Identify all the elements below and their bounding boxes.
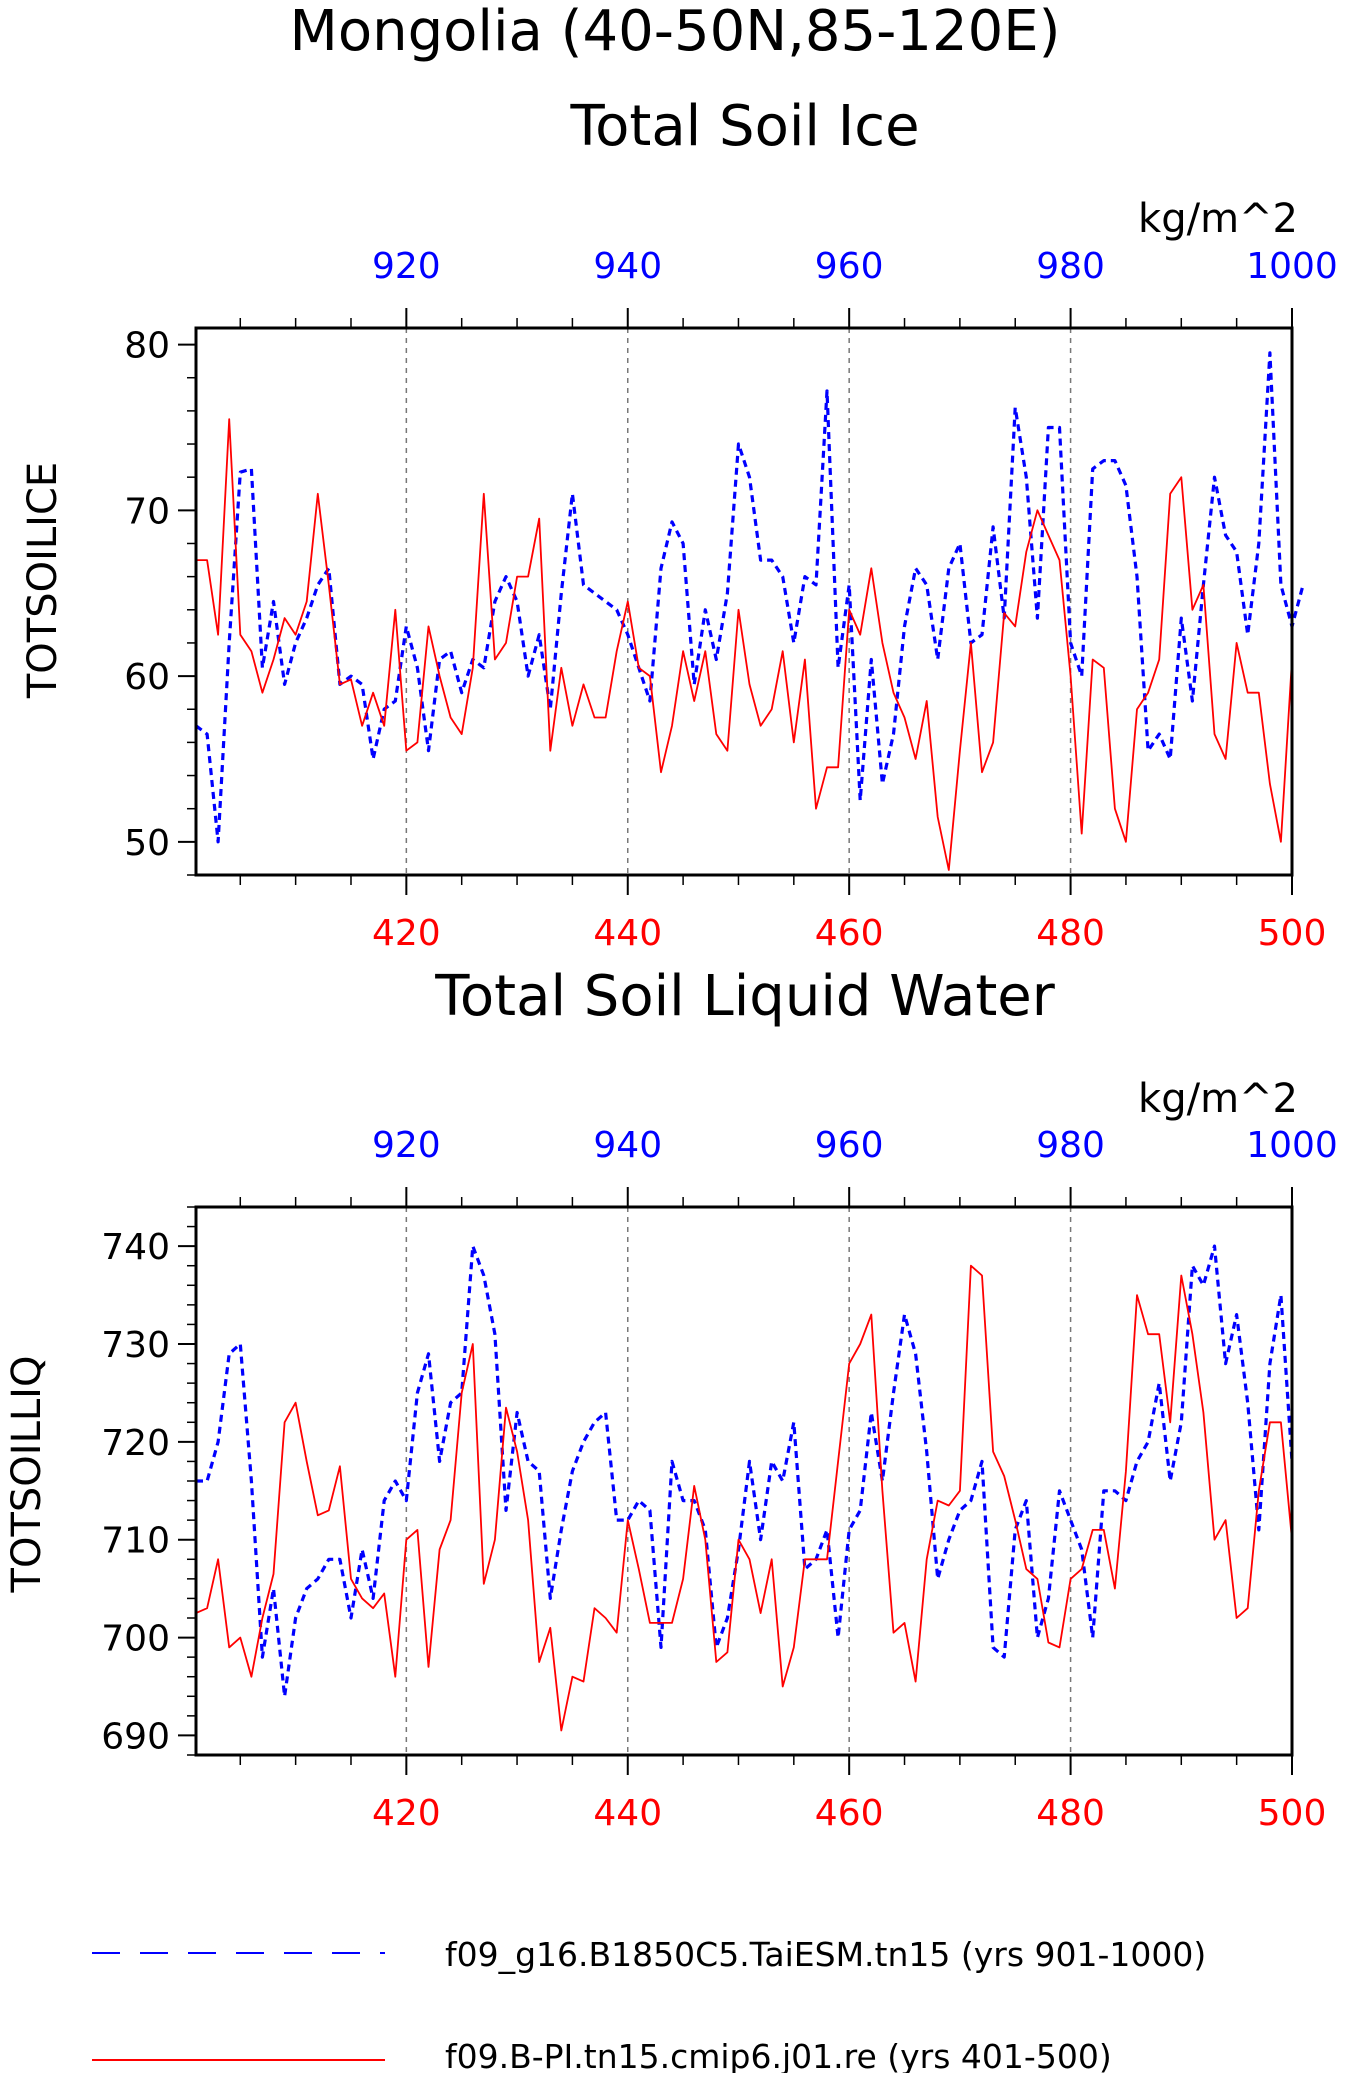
- x-top-tick-label: 960: [815, 1125, 884, 1166]
- figure-title: Mongolia (40-50N,85-120E): [290, 0, 1061, 64]
- y-tick-label: 730: [101, 1325, 170, 1366]
- x-bottom-tick-label: 480: [1036, 913, 1105, 954]
- y-tick-label: 50: [124, 823, 170, 864]
- x-bottom-tick-label: 500: [1258, 1793, 1327, 1834]
- y-tick-label: 720: [101, 1423, 170, 1464]
- y-axis-label: TOTSOILICE: [20, 462, 66, 699]
- x-bottom-tick-label: 500: [1258, 913, 1327, 954]
- y-tick-label: 60: [124, 657, 170, 698]
- x-bottom-tick-label: 480: [1036, 1793, 1105, 1834]
- chart-panel-soil-liquid-water: Total Soil Liquid Water kg/m^2 TOTSOILLI…: [4, 964, 1338, 1834]
- x-bottom-tick-label: 440: [593, 1793, 662, 1834]
- series-line-cmip6: [196, 418, 1293, 871]
- chart-title: Total Soil Ice: [569, 94, 919, 159]
- x-top-tick-label: 920: [372, 1125, 441, 1166]
- units-label: kg/m^2: [1138, 1076, 1298, 1122]
- x-bottom-tick-label: 440: [593, 913, 662, 954]
- plot-frame: [194, 1205, 1294, 1757]
- y-tick-label: 740: [101, 1227, 170, 1268]
- chart-panel-soil-ice: Total Soil Ice kg/m^2 TOTSOILICE 50 60 70 8…: [20, 94, 1338, 954]
- x-bottom-tick-label: 460: [815, 913, 884, 954]
- x-bottom-tick-label: 420: [372, 1793, 441, 1834]
- y-tick-label: 710: [101, 1521, 170, 1562]
- x-top-tick-label: 960: [815, 246, 884, 287]
- x-top-tick-label: 940: [593, 1125, 662, 1166]
- x-top-tick-label: 1000: [1246, 246, 1338, 287]
- x-top-tick-label: 1000: [1246, 1125, 1338, 1166]
- x-top-tick-label: 920: [372, 246, 441, 287]
- y-tick-label: 700: [101, 1619, 170, 1660]
- y-axis-label: TOTSOILLIQ: [4, 1356, 50, 1594]
- y-tick-label: 690: [101, 1716, 170, 1757]
- legend-label-cmip6: f09.B-PI.tn15.cmip6.j01.re (yrs 401-500): [445, 2037, 1112, 2073]
- series-line-taiesm: [196, 1244, 1294, 1698]
- y-tick-label: 80: [124, 326, 170, 367]
- plot-frame: [194, 326, 1294, 877]
- legend: f09_g16.B1850C5.TaiESM.tn15 (yrs 901-100…: [92, 1935, 1206, 2073]
- units-label: kg/m^2: [1138, 196, 1298, 242]
- x-top-tick-label: 980: [1036, 1125, 1105, 1166]
- legend-label-taiesm: f09_g16.B1850C5.TaiESM.tn15 (yrs 901-100…: [445, 1935, 1206, 1974]
- series-line-cmip6: [195, 1264, 1293, 1732]
- x-bottom-tick-label: 420: [372, 913, 441, 954]
- chart-title: Total Soil Liquid Water: [434, 964, 1056, 1029]
- series-line-taiesm: [195, 351, 1305, 844]
- x-top-tick-label: 940: [593, 246, 662, 287]
- y-tick-label: 70: [124, 491, 170, 532]
- x-bottom-tick-label: 460: [815, 1793, 884, 1834]
- x-top-tick-label: 980: [1036, 246, 1105, 287]
